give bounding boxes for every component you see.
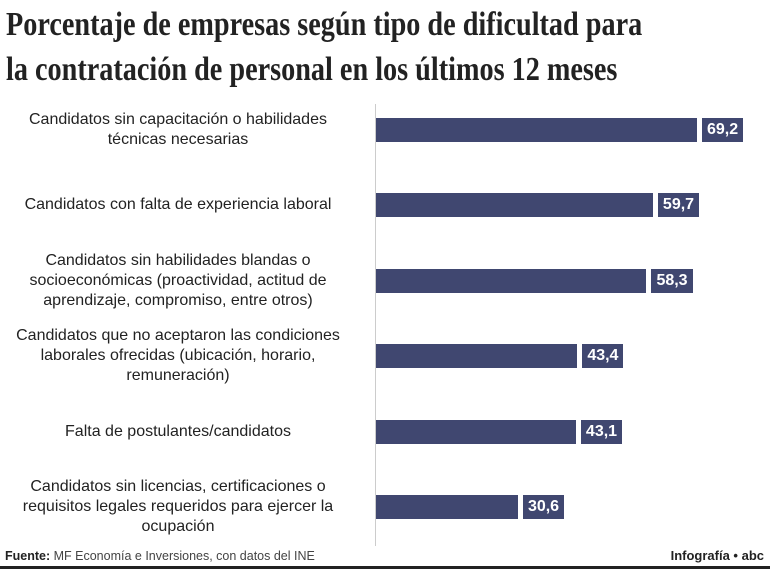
bar: [376, 268, 647, 293]
bar: [376, 193, 653, 218]
bar: [376, 495, 518, 519]
category-label: Candidatos sin habilidades blandas o soci…: [0, 251, 358, 311]
y-axis-line: [375, 104, 376, 546]
category-label-line: Candidatos que no aceptaron las condicio…: [16, 327, 340, 345]
category-label-line: Candidatos sin habilidades blandas o: [45, 251, 311, 269]
category-label-line: laborales ofrecidas (ubicación, horario,: [40, 347, 316, 365]
value-label: 30,6: [522, 495, 565, 519]
bottom-rule: [0, 566, 770, 569]
category-label: Candidatos sin licencias, certificacione…: [0, 477, 358, 537]
category-label-line: ocupación: [141, 518, 215, 535]
category-label: Candidatos que no aceptaron las condicio…: [0, 326, 358, 386]
title-line: la contratación de personal en los últim…: [6, 51, 618, 88]
value-label: 43,4: [582, 344, 624, 369]
category-label-line: Falta de postulantes/candidatos: [65, 422, 291, 440]
source-note: Fuente: MF Economía e Inversiones, con d…: [5, 549, 315, 563]
category-label-line: Candidatos sin capacitación o habilidade…: [29, 111, 327, 128]
value-label: 43,1: [580, 419, 623, 444]
bar: [376, 419, 576, 444]
bar: [376, 118, 697, 142]
value-label: 69,2: [702, 118, 744, 142]
category-label-line: requisitos legales requeridos para ejerc…: [22, 498, 334, 515]
category-label-line: Candidatos con falta de experiencia labo…: [24, 196, 332, 214]
category-label-line: aprendizaje, compromiso, entre otros): [43, 291, 313, 309]
category-label-line: remuneración): [126, 367, 230, 385]
category-label: Falta de postulantes/candidatos: [0, 422, 358, 442]
category-label: Candidatos con falta de experiencia labo…: [0, 195, 358, 215]
chart-title: Porcentaje de empresas según tipo de dif…: [6, 2, 670, 92]
category-label-line: Candidatos sin licencias, certificacione…: [30, 478, 326, 495]
credit-logo: Infografía • abc: [670, 548, 764, 563]
value-label: 58,3: [651, 268, 693, 293]
value-label: 59,7: [657, 193, 700, 218]
category-label-line: socioeconómicas (proactividad, actitud d…: [29, 271, 327, 289]
category-label: Candidatos sin capacitación o habilidade…: [0, 110, 358, 150]
bar: [376, 344, 578, 369]
source-text: MF Economía e Inversiones, con datos del…: [50, 549, 315, 563]
source-label: Fuente:: [5, 549, 51, 563]
category-label-line: técnicas necesarias: [107, 131, 249, 148]
title-line: Porcentaje de empresas según tipo de dif…: [6, 6, 643, 43]
